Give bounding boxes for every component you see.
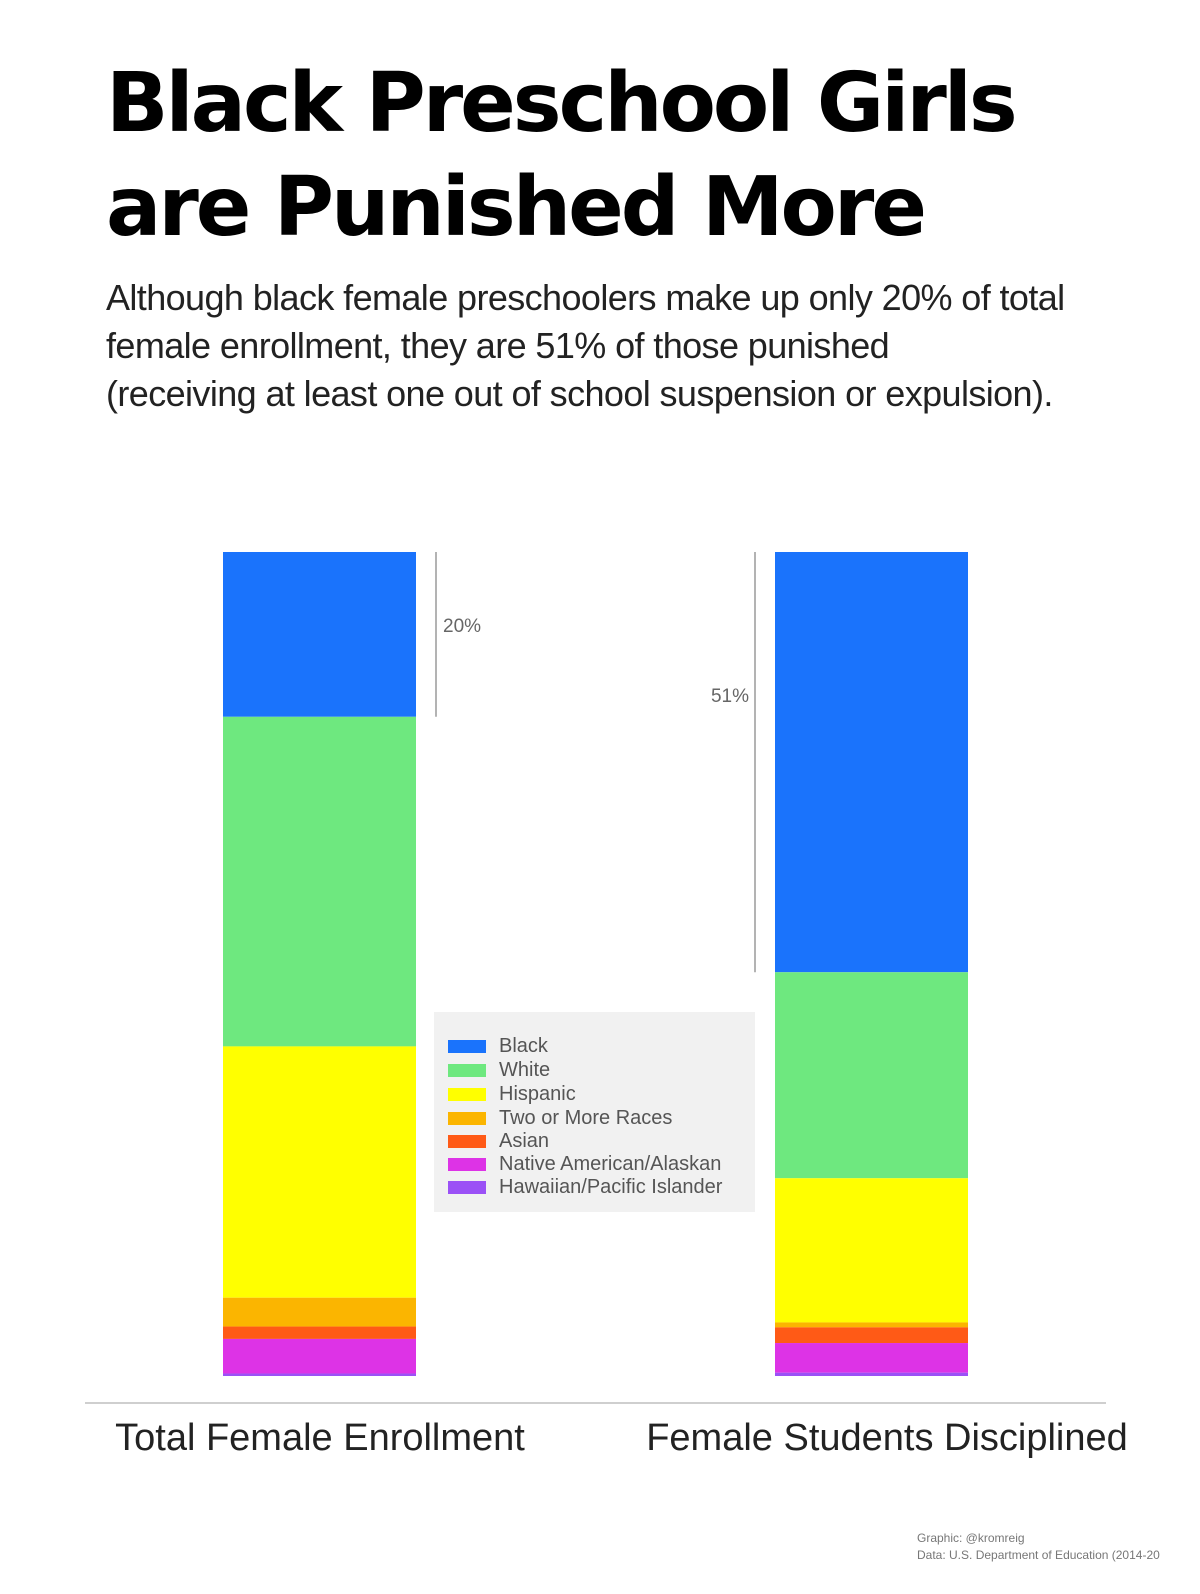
- bar-segment-hawaiian-pacific-islander: [775, 1372, 968, 1376]
- subtitle: Although black female preschoolers make …: [106, 274, 1176, 418]
- annotation-group: 20% 51%: [435, 552, 756, 973]
- bar-segment-two-or-more-races: [223, 1297, 416, 1327]
- bar-segment-two-or-more-races: [775, 1322, 968, 1328]
- title-line: are Punished More: [106, 160, 927, 255]
- legend-label: White: [499, 1059, 551, 1081]
- x-axis-labels: Total Female Enrollment Female Students D…: [115, 1417, 1128, 1459]
- subtitle-line: (receiving at least one out of school su…: [106, 373, 1053, 414]
- bar-segment-hispanic: [775, 1178, 968, 1323]
- annotation-label: 20%: [443, 616, 481, 637]
- legend-label: Hispanic: [499, 1083, 576, 1105]
- subtitle-line: female enrollment, they are 51% of those…: [106, 325, 890, 366]
- subtitle-line: Although black female preschoolers make …: [106, 277, 1065, 318]
- legend-swatch: [448, 1158, 486, 1171]
- bar-segment-native-american-alaskan: [775, 1343, 968, 1373]
- credit: Graphic: @kromreig Data: U.S. Department…: [917, 1530, 1160, 1564]
- bar-segment-native-american-alaskan: [223, 1338, 416, 1374]
- bar-segment-asian: [775, 1327, 968, 1344]
- legend-swatch: [448, 1064, 486, 1077]
- legend-swatch: [448, 1088, 486, 1101]
- legend: Black White Hispanic Two or More Races A…: [434, 1012, 755, 1212]
- bar-segment-hispanic: [223, 1046, 416, 1298]
- bar-segment-black: [223, 552, 416, 717]
- legend-label: Native American/Alaskan: [499, 1153, 722, 1175]
- legend-label: Black: [499, 1035, 548, 1057]
- legend-swatch: [448, 1181, 486, 1194]
- legend-label: Hawaiian/Pacific Islander: [499, 1176, 723, 1198]
- bar-segment-white: [775, 972, 968, 1179]
- legend-label: Two or More Races: [499, 1107, 673, 1129]
- credit-line: Graphic: @kromreig: [917, 1531, 1025, 1545]
- bar-segment-asian: [223, 1326, 416, 1339]
- page-title: Black Preschool Girls are Punished More: [106, 52, 1186, 260]
- bar-segment-black: [775, 552, 968, 973]
- bar-segment-white: [223, 716, 416, 1047]
- bar-segment-hawaiian-pacific-islander: [223, 1373, 416, 1376]
- annotation-label: 51%: [711, 686, 749, 707]
- legend-swatch: [448, 1135, 486, 1148]
- credit-line: Data: U.S. Department of Education (2014…: [917, 1548, 1160, 1562]
- title-line: Black Preschool Girls: [106, 56, 1018, 151]
- legend-label: Asian: [499, 1130, 550, 1152]
- legend-swatch: [448, 1112, 486, 1125]
- bars-group: [223, 552, 968, 1376]
- x-axis-label: Female Students Disciplined: [646, 1417, 1128, 1459]
- x-axis-label: Total Female Enrollment: [115, 1417, 525, 1459]
- legend-swatch: [448, 1040, 486, 1053]
